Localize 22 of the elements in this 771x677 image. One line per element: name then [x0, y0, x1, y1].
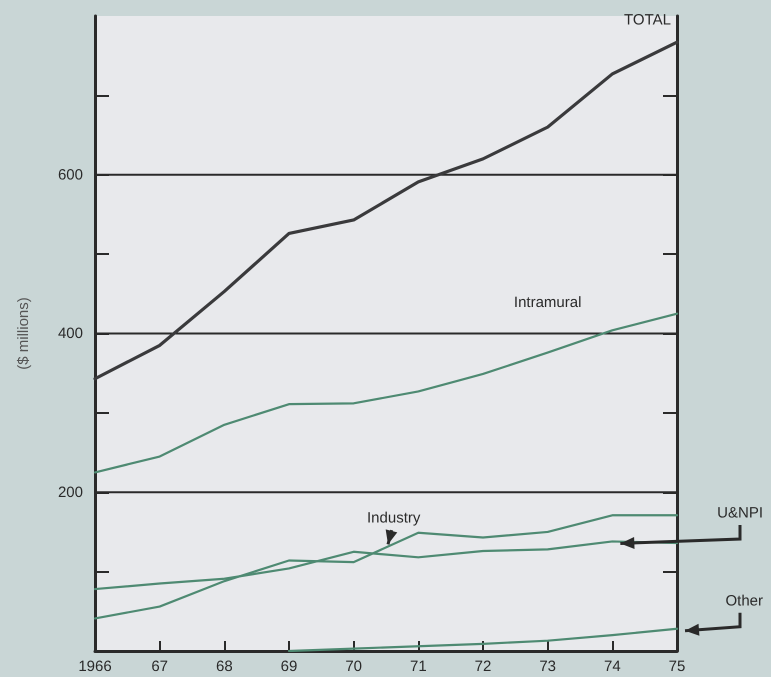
- x-tick-label: 72: [474, 658, 492, 675]
- line-series: [93, 40, 679, 380]
- x-tick-label: 74: [604, 658, 621, 675]
- y-tick-label: 200: [58, 484, 83, 501]
- x-tick-label: 67: [151, 658, 168, 675]
- line-series: [288, 628, 678, 652]
- y-tick-label: 600: [58, 166, 83, 184]
- y-tick-label: 400: [58, 325, 83, 342]
- series-label: TOTAL: [624, 12, 671, 29]
- x-tick-label: 75: [668, 658, 686, 675]
- x-tick-label: 71: [410, 658, 427, 675]
- x-tick-label: 70: [345, 658, 362, 675]
- x-tick-label: 69: [280, 658, 298, 675]
- y-axis-title: ($ millions): [15, 297, 32, 370]
- text: U&NPI: [717, 504, 763, 522]
- x-tick-label: 1966: [78, 658, 112, 675]
- line-series: [94, 312, 678, 474]
- series-label: Industry: [366, 510, 421, 527]
- x-tick-label: 68: [216, 658, 233, 675]
- x-tick-label: 73: [539, 658, 556, 675]
- series-label: Intramural: [514, 294, 582, 312]
- text: Other: [725, 592, 764, 610]
